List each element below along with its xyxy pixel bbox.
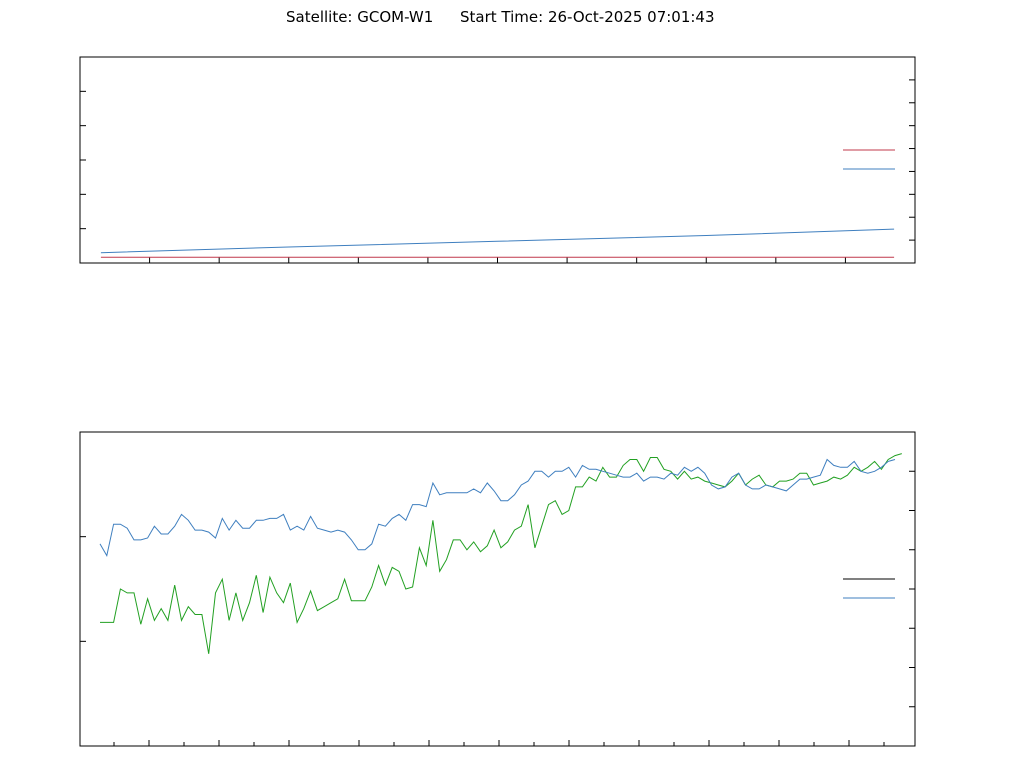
series-line-green [100,453,902,654]
series-line-elevation [100,228,895,254]
series-line-ebno [99,458,896,557]
position-chart [79,56,916,264]
plot-frame [79,431,916,747]
receive-signal-chart [79,431,916,747]
start-time-label: Start Time: 26-Oct-2025 07:01:43 [460,8,715,26]
plot-frame [79,56,916,264]
satellite-label: Satellite: GCOM-W1 [286,8,433,26]
